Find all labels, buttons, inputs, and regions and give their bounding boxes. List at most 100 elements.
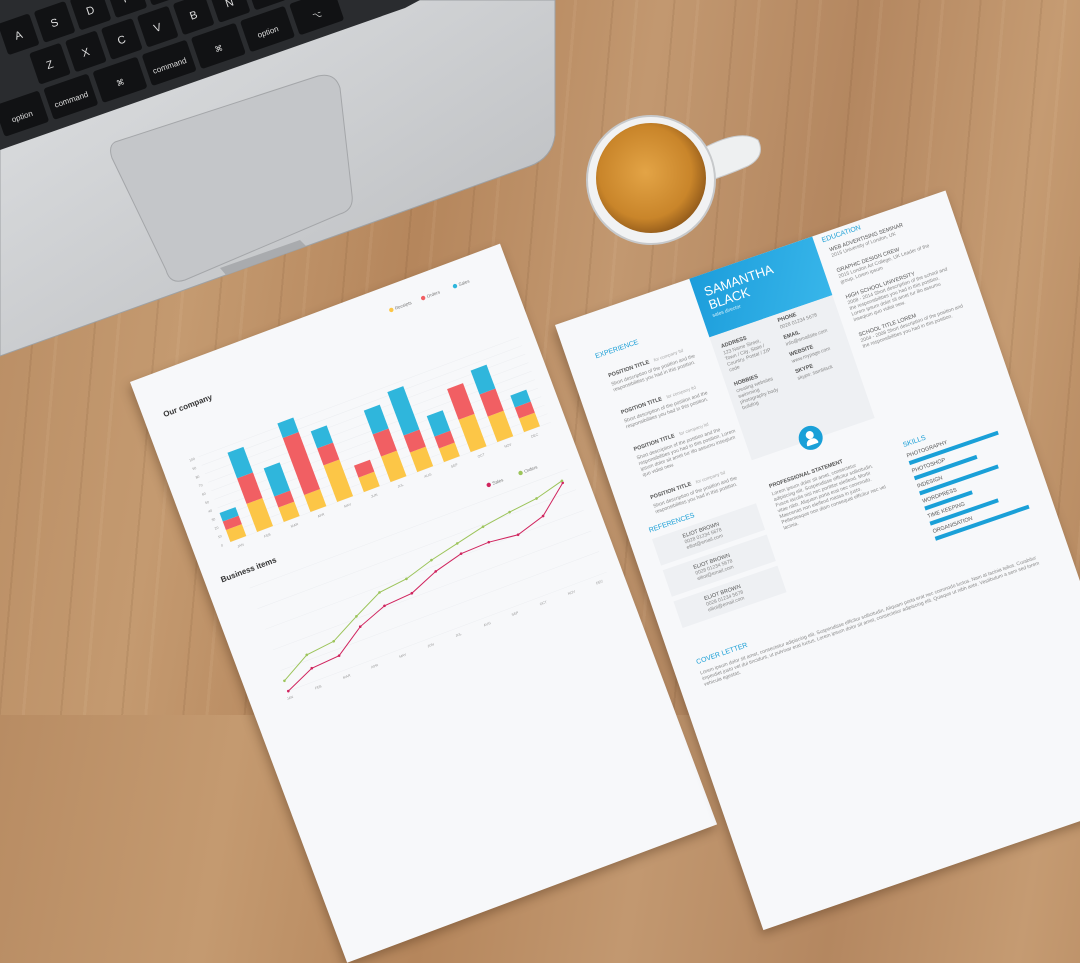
svg-text:V: V <box>152 21 163 35</box>
trackpad[interactable] <box>110 74 353 282</box>
key[interactable]: C <box>101 18 143 60</box>
svg-text:⌘: ⌘ <box>214 43 224 54</box>
key[interactable]: B <box>173 0 215 35</box>
x-tick: APR <box>371 663 380 669</box>
point-sales <box>310 666 314 670</box>
y-tick: 50 <box>205 500 210 505</box>
x-tick: AUG <box>483 621 492 628</box>
x-tick: OCT <box>477 452 486 459</box>
key[interactable]: A <box>0 13 40 55</box>
x-tick: JAN <box>237 542 245 548</box>
point-orders <box>405 577 408 581</box>
bar-receipts-jul <box>381 450 407 483</box>
svg-text:Z: Z <box>45 58 56 72</box>
point-sales <box>487 540 491 544</box>
x-tick: JAN <box>286 695 294 701</box>
modifier-key[interactable]: ⌘ <box>92 57 147 104</box>
modifier-key[interactable]: option <box>0 90 49 137</box>
bar-receipts-apr <box>304 489 327 513</box>
legend-label: Orders <box>523 464 538 474</box>
key[interactable]: D <box>70 0 112 31</box>
modifier-key[interactable]: command <box>142 40 197 87</box>
modifier-key[interactable]: option <box>240 6 295 53</box>
skills-list: PHOTOGRAPHY PHOTOSHOP INDESIGN WORDPRESS TIM… <box>906 416 1046 544</box>
chart-sheet: Our company Business items 0 10 20 30 40 50 60… <box>130 243 718 963</box>
bar-orders-aug <box>403 429 426 453</box>
bar-orders-nov <box>479 388 504 417</box>
y-tick: 70 <box>198 483 203 488</box>
point-orders <box>332 639 336 643</box>
x-tick: MAY <box>344 502 353 509</box>
legend-marker <box>389 307 394 313</box>
x-tick: NOV <box>504 442 513 449</box>
point-sales <box>516 533 520 537</box>
key[interactable]: X <box>65 30 107 72</box>
svg-text:C: C <box>116 34 127 48</box>
grid-line <box>257 489 577 609</box>
x-tick: APR <box>317 512 326 518</box>
x-tick: FEB <box>264 532 272 538</box>
coffee <box>596 123 706 233</box>
svg-text:N: N <box>224 0 235 10</box>
point-orders <box>535 497 538 500</box>
line-sales <box>287 482 564 692</box>
bar-sales-sep <box>426 410 451 437</box>
laptop-and-cup: ASDFGHZXCVBNMoptioncommand⌘command⌘optio… <box>0 0 761 357</box>
bar-sales-jan <box>219 507 239 522</box>
point-orders <box>455 542 459 545</box>
bar-orders-mar <box>274 490 295 508</box>
point-sales <box>459 552 463 556</box>
key[interactable]: N <box>209 0 251 23</box>
point-sales <box>286 689 290 693</box>
grid-line <box>201 345 523 466</box>
y-tick: 10 <box>217 534 222 539</box>
legend-marker <box>486 482 491 488</box>
x-tick: JUL <box>455 632 462 638</box>
bar-sales-mar <box>263 462 291 497</box>
point-sales <box>561 481 565 485</box>
key[interactable]: F <box>105 0 147 18</box>
line-orders <box>284 480 563 682</box>
point-orders <box>481 525 485 529</box>
svg-text:B: B <box>188 9 199 23</box>
legend-label: Orders <box>426 289 441 299</box>
modifier-key[interactable]: ⌘ <box>191 23 246 70</box>
svg-text:⌘: ⌘ <box>115 77 125 88</box>
modifier-key[interactable]: command <box>43 73 98 120</box>
key[interactable]: S <box>34 1 76 43</box>
svg-text:F: F <box>121 0 132 6</box>
key[interactable]: V <box>137 6 179 48</box>
grid-line <box>280 551 600 671</box>
x-tick: DEC <box>595 579 604 586</box>
y-tick: 100 <box>189 457 196 463</box>
bar-receipts-nov <box>487 410 514 443</box>
point-orders <box>378 591 381 594</box>
point-sales <box>358 625 362 628</box>
modifier-key[interactable]: ⌥ <box>289 0 344 35</box>
bar-orders-oct <box>447 383 475 420</box>
y-tick: 60 <box>201 492 206 497</box>
grid-line <box>265 510 584 630</box>
bar-orders-may <box>317 442 340 466</box>
bar-sales-dec <box>510 389 531 408</box>
bar-orders-jul <box>372 428 397 457</box>
svg-text:⌥: ⌥ <box>311 9 323 21</box>
y-tick: 80 <box>195 475 200 480</box>
x-tick: NOV <box>567 589 576 596</box>
x-tick: SEP <box>511 610 520 616</box>
bar-sales-jul <box>363 404 389 435</box>
bar-orders-jan <box>222 515 242 531</box>
bar-orders-jun <box>353 459 375 478</box>
grid-line <box>288 571 607 692</box>
x-tick: DEC <box>530 432 539 439</box>
point-sales <box>541 514 545 518</box>
svg-text:A: A <box>13 29 24 43</box>
x-tick: MAY <box>399 652 408 659</box>
key[interactable]: Z <box>29 43 71 85</box>
legend-label: Receipts <box>394 300 413 311</box>
grid-line <box>198 336 519 458</box>
x-tick: MAR <box>290 522 299 529</box>
svg-text:S: S <box>49 17 60 31</box>
point-orders <box>283 679 286 683</box>
y-tick: 20 <box>214 526 219 531</box>
